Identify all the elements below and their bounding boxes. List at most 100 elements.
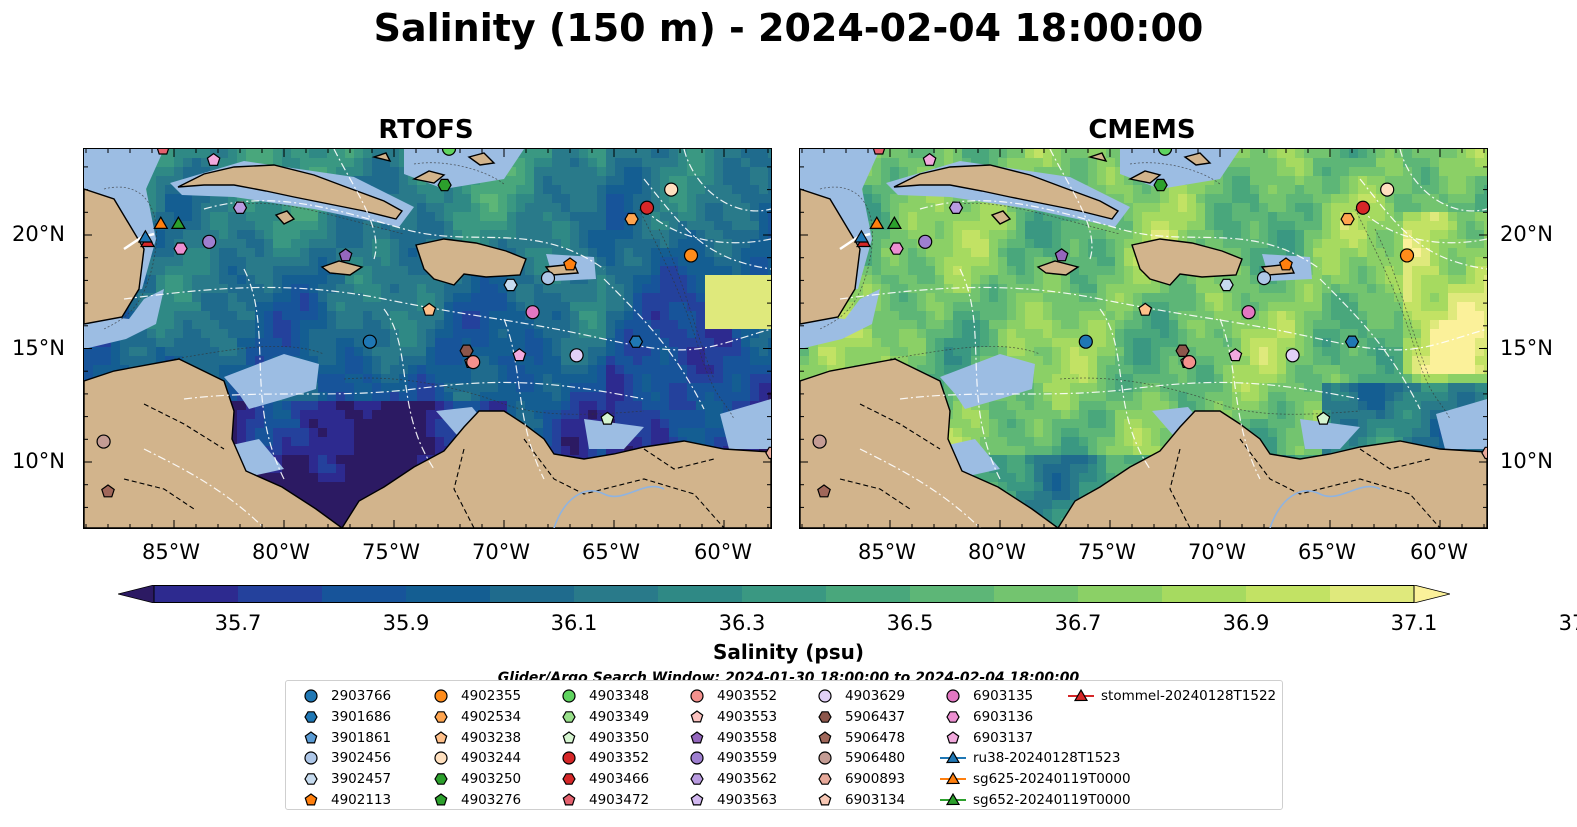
marker-5906478 <box>817 484 831 498</box>
marker-pentagon <box>562 793 576 806</box>
marker-circle <box>946 689 960 703</box>
frame-ticks <box>84 149 771 528</box>
marker-circle <box>818 689 832 703</box>
colorbar-bin <box>406 585 491 603</box>
legend-label: 6903136 <box>973 708 1034 725</box>
marker-4903629 <box>1285 348 1300 363</box>
colorbar-bin <box>1162 585 1247 603</box>
colorbar-bin <box>490 585 575 603</box>
lon-tick-cmems-65: 65°W <box>1298 540 1356 564</box>
lat-tick-right-10: 10°N <box>1500 449 1553 473</box>
legend-label: stommel-20240128T1522 <box>1101 688 1277 704</box>
figure-title: Salinity (150 m) - 2024-02-04 18:00:00 <box>373 6 1204 50</box>
legend-swatch <box>946 710 960 723</box>
legend-label: ru38-20240128T1523 <box>973 750 1121 767</box>
marker-4903244 <box>1380 182 1395 197</box>
marker-4903559 <box>202 234 217 249</box>
legend-swatch <box>690 751 704 765</box>
marker-pentagon <box>562 730 576 744</box>
legend-swatch <box>946 730 960 744</box>
marker-4902355 <box>1399 248 1415 263</box>
legend-label: 4903558 <box>717 729 778 746</box>
marker-triangle <box>945 792 961 806</box>
marker-pentagon <box>690 730 704 744</box>
marker-4903238 <box>1138 302 1153 316</box>
marker-4903558 <box>338 248 353 262</box>
colorbar-bin <box>994 585 1079 603</box>
depth-contours <box>103 162 735 420</box>
legend-swatch <box>304 793 318 806</box>
legend-label: 4902534 <box>461 708 522 725</box>
marker-4902355 <box>683 248 699 263</box>
colorbar-svg <box>117 584 1451 604</box>
land-layer <box>84 152 771 528</box>
marker-5906480 <box>812 434 827 449</box>
legend-swatch <box>304 710 318 723</box>
legend-label: 5906478 <box>845 729 906 746</box>
marker-circle <box>818 751 832 765</box>
colorbar-tick-label: 37.3 <box>1558 611 1577 635</box>
legend-swatch <box>690 793 704 806</box>
panel-title-cmems: CMEMS <box>1088 115 1196 145</box>
colorbar <box>117 584 1451 604</box>
eez-boundaries <box>839 149 1487 528</box>
marker-4902113 <box>1279 257 1293 271</box>
legend-swatch <box>562 751 576 765</box>
marker-pentagon <box>946 730 960 744</box>
legend-swatch <box>434 751 448 765</box>
marker-4903472 <box>872 149 886 155</box>
marker-4903348 <box>1157 149 1173 156</box>
marker-ru38-20240128T1523 <box>853 229 869 243</box>
legend-swatch <box>304 773 318 785</box>
legend-swatch <box>818 793 832 806</box>
legend-label: 5906480 <box>845 750 906 767</box>
marker-4903348 <box>441 149 457 156</box>
legend-swatch <box>690 773 704 785</box>
marker-6903135 <box>525 305 540 320</box>
rivers <box>553 485 665 528</box>
marker-3901686 <box>628 335 644 348</box>
marker-hexagon <box>562 710 576 723</box>
colorbar-bin <box>742 585 827 603</box>
legend-label: 3901861 <box>331 729 392 746</box>
lat-tick-left-15: 15°N <box>12 336 65 360</box>
colorbar-extend-low <box>117 584 155 604</box>
lon-tick-rtofs-60: 60°W <box>694 540 752 564</box>
lon-tick-cmems-75: 75°W <box>1078 540 1136 564</box>
colorbar-tick-label: 36.7 <box>1054 611 1102 635</box>
marker-4903352 <box>1355 200 1371 215</box>
legend-label: 4903466 <box>589 771 650 788</box>
marker-4902534 <box>1340 212 1355 226</box>
marker-4903250 <box>437 178 452 192</box>
eez-boundaries <box>123 149 771 528</box>
legend-label: 4903238 <box>461 729 522 746</box>
legend-label: 4903552 <box>717 688 778 704</box>
marker-4903250 <box>1153 178 1168 192</box>
legend-label: 6903134 <box>845 792 906 808</box>
marker-6903137 <box>922 152 937 166</box>
marker-hexagon <box>562 773 576 785</box>
marker-circle <box>304 689 318 703</box>
legend-swatch <box>562 689 576 703</box>
marker-4903559 <box>918 234 933 249</box>
legend-swatch <box>434 710 448 723</box>
lat-tick-right-15: 15°N <box>1500 336 1553 360</box>
marker-hexagon <box>434 773 448 785</box>
colorbar-tick-label: 36.3 <box>718 611 766 635</box>
marker-hexagon <box>304 710 318 723</box>
map-svg-rtofs <box>84 149 771 528</box>
lon-tick-cmems-70: 70°W <box>1188 540 1246 564</box>
map-cmems <box>799 148 1488 529</box>
marker-circle <box>434 689 448 703</box>
marker-4902534 <box>624 212 639 226</box>
marker-5906437 <box>1175 344 1190 357</box>
marker-circle <box>690 751 704 765</box>
marker-pentagon <box>690 710 704 723</box>
colorbar-tick-label: 37.1 <box>1390 611 1438 635</box>
colorbar-bin <box>322 585 407 603</box>
legend-swatch <box>562 730 576 744</box>
marker-4903238 <box>422 302 437 316</box>
legend-label: 4902113 <box>331 792 392 808</box>
lat-tick-left-10: 10°N <box>12 449 65 473</box>
legend-swatch <box>818 730 832 744</box>
